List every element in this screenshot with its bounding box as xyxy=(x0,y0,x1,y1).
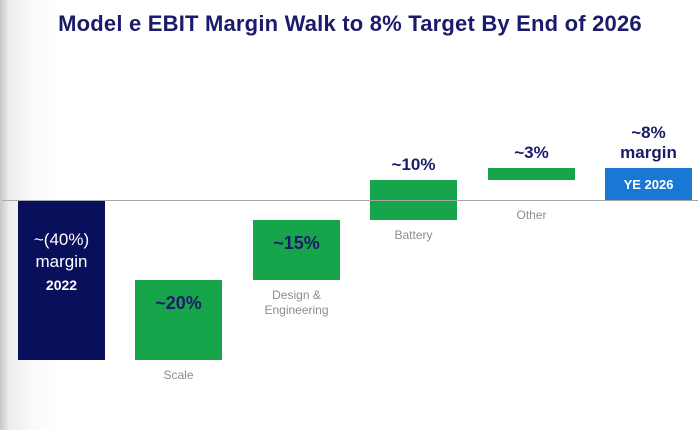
baseline-axis xyxy=(2,200,698,201)
bar-value-label-scale: ~20% xyxy=(155,293,202,313)
bar-start-2022: ~(40%) margin 2022 xyxy=(18,200,105,360)
bar-category-label-battery: Battery xyxy=(394,228,433,242)
bar-scale: ~20% xyxy=(135,280,222,360)
bar-value-label-design-engineering: ~15% xyxy=(273,233,320,253)
bar-category-label-other: Other xyxy=(516,208,547,222)
chart-title: Model e EBIT Margin Walk to 8% Target By… xyxy=(58,11,642,36)
bar-design-engineering: ~15% xyxy=(253,220,340,280)
bar-category-label-scale: Scale xyxy=(163,368,194,382)
bar-value-label-above-ye-2026: ~8% margin xyxy=(620,123,677,162)
bar-other xyxy=(488,168,575,180)
bar-ye-2026: YE 2026 xyxy=(605,168,692,200)
bar-value-label-above-other: ~3% xyxy=(514,143,549,162)
bar-value-label-start-2022: ~(40%) margin 2022 xyxy=(33,230,90,293)
bar-value-label-above-battery: ~10% xyxy=(391,155,436,174)
bar-value-label-ye-2026: YE 2026 xyxy=(623,176,674,192)
bar-category-label-design-engineering: Design & Engineering xyxy=(264,288,329,317)
